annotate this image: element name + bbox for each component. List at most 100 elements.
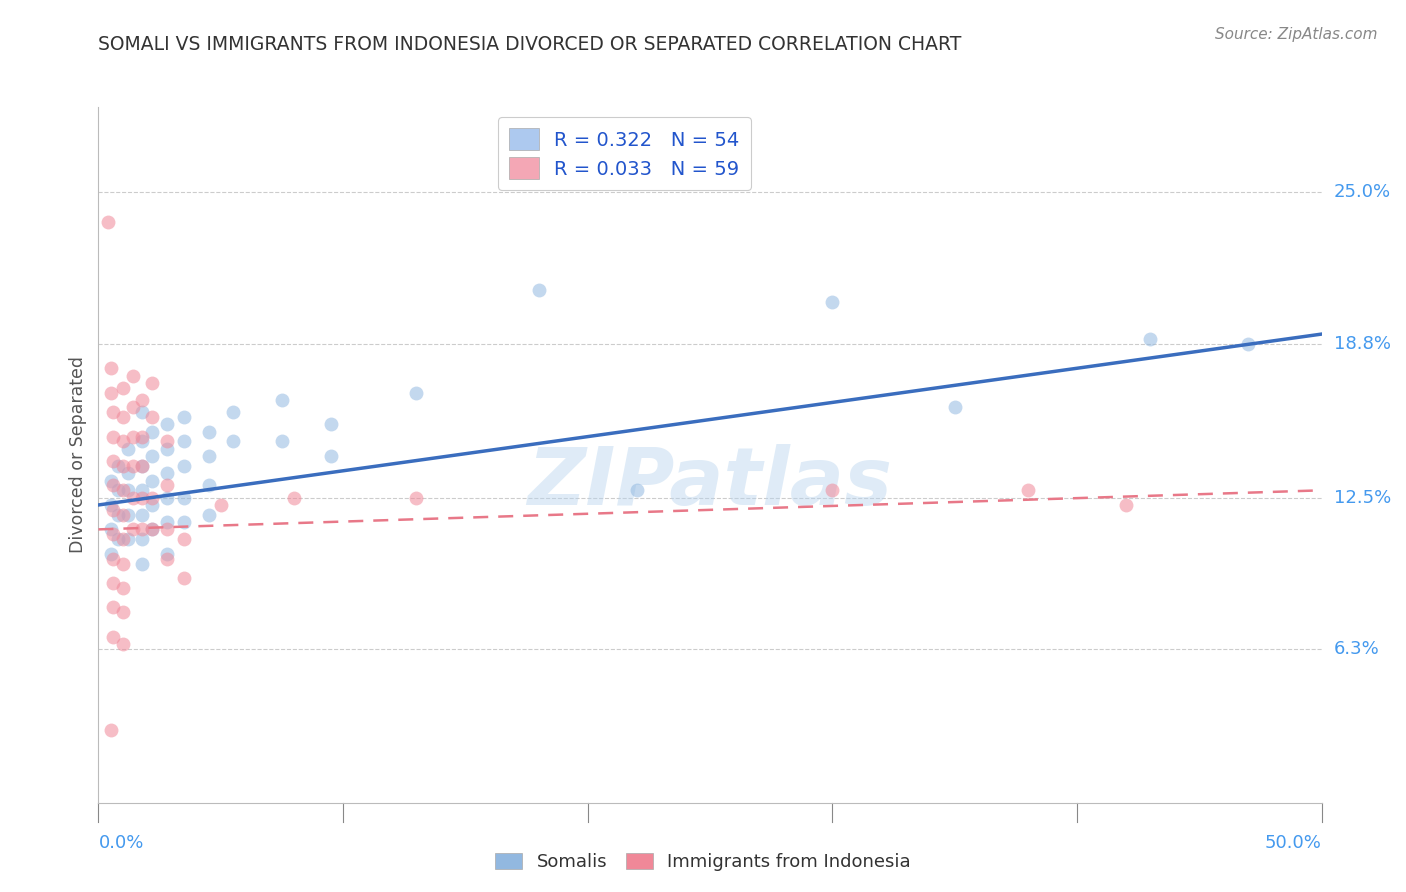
Point: [111, 458, 134, 473]
Point: [270, 434, 294, 449]
Point: [141, 449, 163, 463]
Point: [131, 508, 153, 522]
Point: [131, 434, 153, 449]
Point: [101, 600, 124, 615]
Point: [101, 503, 124, 517]
Point: [117, 467, 139, 481]
Point: [117, 442, 139, 456]
Point: [101, 630, 124, 644]
Text: ZIPatlas: ZIPatlas: [527, 443, 893, 522]
Legend: R = 0.322   N = 54, R = 0.033   N = 59: R = 0.322 N = 54, R = 0.033 N = 59: [498, 117, 751, 190]
Point: [821, 295, 844, 310]
Point: [173, 491, 195, 505]
Point: [131, 491, 153, 505]
Point: [270, 392, 294, 407]
Point: [156, 417, 179, 432]
Point: [156, 491, 179, 505]
Point: [101, 551, 124, 566]
Text: 12.5%: 12.5%: [1334, 489, 1391, 507]
Point: [121, 522, 143, 536]
Point: [101, 429, 124, 443]
Point: [156, 547, 179, 561]
Point: [156, 442, 179, 456]
Point: [173, 515, 195, 529]
Point: [1139, 332, 1161, 346]
Point: [141, 376, 163, 390]
Point: [156, 522, 179, 536]
Point: [141, 410, 163, 425]
Point: [111, 381, 134, 395]
Point: [100, 361, 122, 376]
Point: [111, 606, 134, 620]
Point: [121, 491, 143, 505]
Point: [156, 515, 179, 529]
Point: [100, 547, 122, 561]
Text: SOMALI VS IMMIGRANTS FROM INDONESIA DIVORCED OR SEPARATED CORRELATION CHART: SOMALI VS IMMIGRANTS FROM INDONESIA DIVO…: [98, 35, 962, 54]
Point: [100, 723, 122, 737]
Point: [209, 498, 232, 512]
Point: [131, 392, 153, 407]
Point: [156, 467, 179, 481]
Point: [173, 458, 195, 473]
Point: [131, 405, 153, 419]
Point: [117, 483, 139, 498]
Point: [111, 637, 134, 651]
Point: [405, 491, 427, 505]
Point: [131, 557, 153, 571]
Point: [173, 571, 195, 585]
Text: Source: ZipAtlas.com: Source: ZipAtlas.com: [1215, 27, 1378, 42]
Point: [131, 458, 153, 473]
Point: [1017, 483, 1039, 498]
Legend: Somalis, Immigrants from Indonesia: Somalis, Immigrants from Indonesia: [488, 846, 918, 879]
Point: [117, 532, 139, 546]
Point: [100, 474, 122, 488]
Point: [173, 532, 195, 546]
Point: [222, 405, 245, 419]
Point: [97, 215, 120, 229]
Point: [141, 491, 163, 505]
Point: [131, 429, 153, 443]
Point: [527, 283, 550, 297]
Text: 18.8%: 18.8%: [1334, 334, 1391, 353]
Point: [141, 425, 163, 439]
Text: 0.0%: 0.0%: [98, 834, 143, 852]
Point: [173, 410, 195, 425]
Point: [131, 532, 153, 546]
Point: [111, 557, 134, 571]
Text: 25.0%: 25.0%: [1334, 184, 1391, 202]
Point: [111, 508, 134, 522]
Point: [222, 434, 245, 449]
Point: [141, 522, 163, 536]
Point: [101, 576, 124, 591]
Point: [101, 405, 124, 419]
Point: [100, 522, 122, 536]
Point: [156, 478, 179, 492]
Point: [100, 385, 122, 400]
Point: [141, 498, 163, 512]
Point: [101, 454, 124, 468]
Point: [319, 417, 342, 432]
Point: [121, 368, 143, 383]
Point: [111, 483, 134, 498]
Point: [121, 458, 143, 473]
Point: [319, 449, 342, 463]
Point: [283, 491, 305, 505]
Point: [141, 474, 163, 488]
Point: [141, 522, 163, 536]
Point: [101, 478, 124, 492]
Point: [197, 449, 219, 463]
Point: [100, 498, 122, 512]
Point: [197, 425, 219, 439]
Point: [111, 410, 134, 425]
Point: [107, 508, 129, 522]
Point: [1237, 336, 1260, 351]
Point: [197, 508, 219, 522]
Point: [107, 483, 129, 498]
Point: [131, 522, 153, 536]
Point: [111, 581, 134, 595]
Point: [626, 483, 648, 498]
Point: [131, 483, 153, 498]
Point: [156, 551, 179, 566]
Point: [111, 532, 134, 546]
Text: 50.0%: 50.0%: [1265, 834, 1322, 852]
